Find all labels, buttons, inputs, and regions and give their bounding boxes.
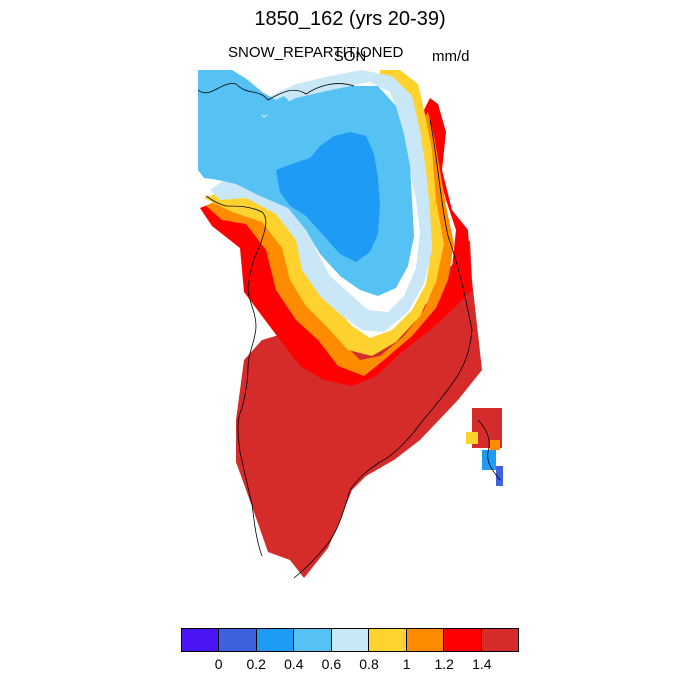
colorbar-box [294, 629, 332, 651]
colorbar-box [481, 629, 518, 651]
units-label: mm/d [432, 48, 470, 65]
colorbar-tick: 0.2 [246, 656, 266, 672]
region-midblue-north [198, 70, 292, 156]
colorbar-box [406, 629, 445, 651]
coastline [198, 83, 473, 579]
colorbar [181, 628, 519, 652]
colorbar-tick: 1 [402, 656, 411, 672]
colorbar-box [331, 629, 370, 651]
colorbar-box [182, 629, 220, 651]
variable-label: SNOW_REPARTITIONED [228, 44, 404, 61]
coastline-east [477, 419, 501, 481]
colorbar-tick: 0.4 [284, 656, 304, 672]
patch-east-orange [490, 440, 500, 450]
patch-east-core [482, 450, 496, 470]
plot-title: 1850_162 (yrs 20-39) [254, 8, 446, 30]
patch-east-blue [496, 466, 503, 486]
colorbar-box [369, 629, 407, 651]
colorbar-tick: 1.2 [434, 656, 454, 672]
colorbar-tick: 0 [214, 656, 223, 672]
region-lightblue [210, 70, 432, 332]
colorbar-tick: 0.6 [321, 656, 342, 672]
season-label: SON [333, 48, 367, 65]
colorbar-box [444, 629, 482, 651]
region-red [200, 98, 472, 386]
colorbar-box [256, 629, 295, 651]
colorbar-tick-labels: 0 0.2 0.4 0.6 0.8 1 1.2 1.4 [0, 656, 700, 676]
region-core [276, 132, 380, 262]
patch-east-yellow [466, 432, 478, 444]
colorbar-tick: 0.8 [359, 656, 379, 672]
colorbar-box [219, 629, 257, 651]
colorbar-tick: 1.4 [472, 656, 492, 672]
